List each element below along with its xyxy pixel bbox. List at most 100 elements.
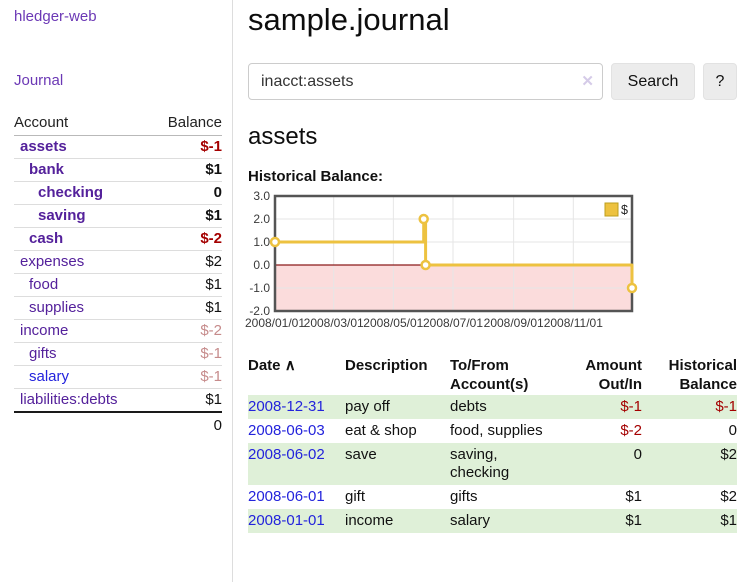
x-tick-label: 2008/01/01 (245, 316, 305, 330)
transaction-balance: 0 (728, 422, 737, 439)
chart-svg: 3.0 2.0 1.0 0.0 -1.0 -2.02008/01/012008/03/01… (245, 189, 638, 330)
register-row: 2008-12-31 pay off debts $-1 $-1 (248, 395, 737, 419)
transaction-date-cell: 2008-12-31 (248, 395, 345, 419)
register-header-accounts: To/From Account(s) (450, 357, 529, 393)
transaction-date-link[interactable]: 2008-12-31 (248, 398, 325, 415)
y-tick-label: 3.0 (253, 189, 270, 203)
transaction-date-cell: 2008-06-02 (248, 443, 345, 485)
account-row: expenses $2 (14, 251, 222, 274)
legend-label: $ (621, 203, 628, 217)
data-point-marker (626, 282, 638, 294)
sort-ascending-icon: ∧ (284, 357, 296, 374)
register-header-date[interactable]: Date ∧ (248, 357, 296, 374)
account-row: supplies $1 (14, 297, 222, 320)
account-balance: $-2 (200, 230, 222, 247)
account-link[interactable]: gifts (29, 345, 57, 362)
transaction-accounts: gifts (450, 488, 478, 505)
main-content: sample.journal ✕ Search ? assets Histori… (245, 0, 737, 533)
accounts-total-row: 0 (14, 412, 222, 437)
data-point-marker (420, 259, 431, 271)
account-row: bank $1 (14, 159, 222, 182)
register-header-amount: Amount Out/In (585, 357, 642, 393)
accounts-total-value: 0 (213, 417, 222, 434)
transaction-date-link[interactable]: 2008-06-02 (248, 446, 325, 463)
account-link[interactable]: food (29, 276, 59, 293)
y-tick-label: -2.0 (249, 304, 270, 318)
account-balance: $-1 (200, 345, 222, 362)
transaction-amount: 0 (633, 446, 642, 463)
transaction-date-cell: 2008-01-01 (248, 509, 345, 533)
transaction-balance: $2 (720, 446, 737, 463)
brand-link[interactable]: hledger-web (14, 8, 97, 25)
account-link[interactable]: assets (20, 138, 67, 155)
account-balance: $-1 (200, 138, 222, 155)
sidebar-item-journal[interactable]: Journal (14, 72, 64, 89)
y-tick-label: 2.0 (253, 212, 270, 226)
register-table: Date ∧ Description To/From Account(s) Am… (248, 355, 737, 533)
account-link[interactable]: salary (29, 368, 70, 385)
account-link[interactable]: expenses (20, 253, 85, 270)
account-link[interactable]: income (20, 322, 69, 339)
data-point-marker (269, 236, 281, 248)
account-balance: $1 (205, 207, 222, 224)
account-link[interactable]: saving (38, 207, 86, 224)
transaction-description: gift (345, 488, 366, 505)
transaction-accounts: salary (450, 512, 491, 529)
account-row: checking 0 (14, 182, 222, 205)
account-link[interactable]: cash (29, 230, 64, 247)
account-link[interactable]: bank (29, 161, 65, 178)
transaction-description: pay off (345, 398, 390, 415)
transaction-description: save (345, 446, 377, 463)
account-balance: $1 (205, 299, 222, 316)
account-row: saving $1 (14, 205, 222, 228)
sidebar: hledger-web Journal Account Balance asse… (0, 0, 233, 582)
account-row: cash $-2 (14, 228, 222, 251)
search-input[interactable] (248, 63, 603, 100)
register-header-balance: Historical Balance (668, 357, 737, 393)
accounts-header-balance: Balance (167, 114, 222, 131)
transaction-accounts: saving, checking (450, 446, 510, 481)
legend-swatch (604, 202, 619, 217)
account-balance: $-2 (200, 322, 222, 339)
register-header-description: Description (345, 357, 428, 374)
x-tick-label: 2008/07/01 (423, 316, 483, 330)
chart-title: Historical Balance: (248, 168, 384, 185)
x-tick-label: 2008/03/01 (304, 316, 364, 330)
transaction-balance: $1 (720, 512, 737, 529)
help-button[interactable]: ? (703, 63, 737, 100)
account-row: assets $-1 (14, 136, 222, 159)
account-link[interactable]: liabilities:debts (20, 391, 118, 408)
historical-balance-chart: 3.0 2.0 1.0 0.0 -1.0 -2.0 2008/01/01 2008/03/01… (245, 189, 737, 332)
transaction-date-link[interactable]: 2008-06-03 (248, 422, 325, 439)
register-row: 2008-06-02 save saving, checking 0 $2 (248, 443, 737, 485)
account-link[interactable]: supplies (29, 299, 85, 316)
x-tick-label: 2008/11/01 (544, 316, 603, 330)
account-row: salary $-1 (14, 366, 222, 389)
y-tick-label: 1.0 (253, 235, 270, 249)
transaction-amount: $-2 (620, 422, 642, 439)
transaction-balance: $-1 (715, 398, 737, 415)
clear-search-icon[interactable]: ✕ (581, 73, 594, 90)
register-row: 2008-06-03 eat & shop food, supplies $-2 0 (248, 419, 737, 443)
account-link[interactable]: checking (38, 184, 104, 201)
register-row: 2008-01-01 income salary $1 $1 (248, 509, 737, 533)
transaction-amount: $1 (625, 512, 642, 529)
register-header-row: Date ∧ Description To/From Account(s) Am… (248, 355, 737, 395)
accounts-table: Account Balance assets $-1 bank $1 checking 0… (14, 111, 222, 437)
account-balance: 0 (213, 184, 222, 201)
transaction-date-link[interactable]: 2008-01-01 (248, 512, 325, 529)
account-title: assets (248, 123, 318, 150)
page-title: sample.journal (248, 2, 450, 37)
plot-border (273, 194, 634, 313)
transaction-accounts: food, supplies (450, 422, 543, 439)
account-balance: $-1 (200, 368, 222, 385)
account-row: liabilities:debts $1 (14, 389, 222, 412)
transaction-date-link[interactable]: 2008-06-01 (248, 488, 325, 505)
account-row: food $1 (14, 274, 222, 297)
search-button[interactable]: Search (611, 63, 695, 100)
transaction-description: income (345, 512, 394, 529)
transaction-amount: $1 (625, 488, 642, 505)
app-brand: hledger-web (14, 8, 221, 26)
accounts-body: assets $-1 bank $1 checking 0 saving $1 cash $-2 e… (14, 136, 222, 412)
account-balance: $1 (205, 161, 222, 178)
